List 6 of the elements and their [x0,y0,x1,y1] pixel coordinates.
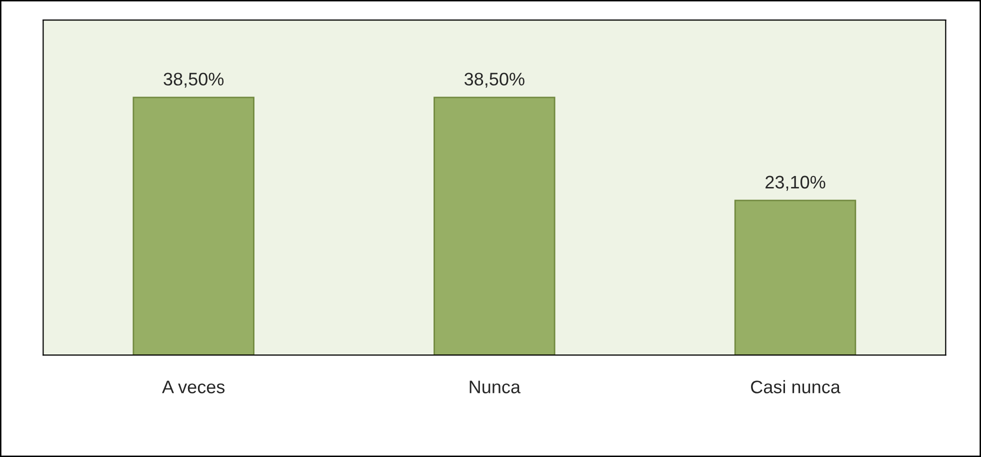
data-label: 38,50% [464,72,524,88]
x-tick-label: Nunca [470,380,521,394]
x-tick-label: Casi nunca [751,380,840,394]
data-label: 38,50% [164,72,224,88]
x-tick-label: A veces [162,380,225,394]
data-label: 23,10% [766,176,826,191]
